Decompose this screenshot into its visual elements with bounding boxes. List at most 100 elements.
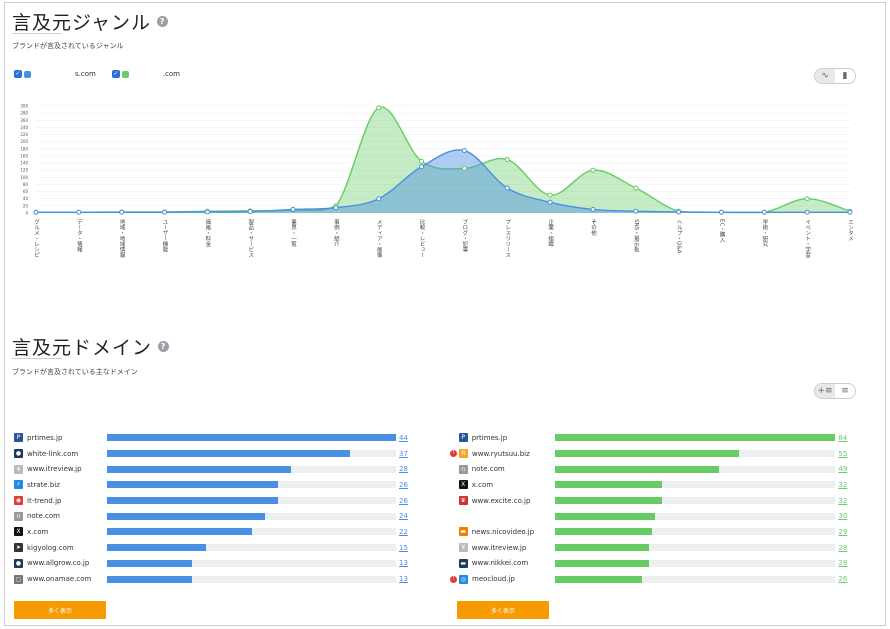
domain-name[interactable]: x.com [27, 527, 49, 536]
bar-track [107, 544, 396, 552]
onamae-icon: ◻ [14, 574, 23, 584]
domain-count-link[interactable]: 22 [399, 527, 408, 536]
domain-subtitle: ブランドが言及されている主なドメイン [12, 368, 138, 376]
domain-name[interactable]: news.nicovideo.jp [471, 527, 535, 536]
domain-name[interactable]: www.onamae.com [27, 575, 92, 584]
bar-track [555, 450, 836, 458]
domain-count-link[interactable]: 24 [399, 512, 408, 521]
domain-name[interactable]: www.excite.co.jp [471, 496, 531, 505]
bar-track [107, 465, 396, 473]
domain-count-link[interactable]: 28 [838, 543, 848, 552]
bar-track [107, 434, 396, 442]
x-tick-label: データ・情報 [76, 218, 83, 254]
domain-name[interactable]: prtimes.jp [27, 433, 63, 442]
bar-track [107, 575, 396, 583]
domain-count-link[interactable]: 28 [399, 465, 408, 474]
domain-name[interactable]: www.ryutsuu.biz [472, 449, 530, 458]
data-point [504, 157, 510, 162]
domain-name[interactable]: kigyolog.com [27, 543, 74, 552]
series-line-1 [35, 149, 850, 214]
domain-count-link[interactable]: 26 [399, 496, 408, 505]
domain-count-link[interactable]: 32 [838, 480, 848, 489]
help-icon[interactable]: ? [157, 16, 169, 27]
series-area-2 [36, 107, 850, 213]
domain-name[interactable]: meocloud.jp [472, 575, 515, 584]
x-tick-label: 製品・サービス [247, 218, 254, 258]
bar-track [555, 559, 836, 567]
domain-name[interactable]: www.nikkei.com [471, 559, 529, 568]
bar-track [555, 434, 836, 442]
data-point [119, 209, 125, 215]
warn-slot: ! [450, 575, 459, 583]
data-point [247, 209, 253, 215]
more-button-right[interactable]: 多く表示 [457, 601, 549, 619]
y-tick-label: 260 [20, 118, 28, 123]
data-point [676, 209, 682, 215]
bar-track [555, 544, 836, 552]
domain-count-link[interactable]: 32 [838, 496, 848, 505]
bar-fill [555, 544, 649, 552]
domain-name[interactable]: note.com [27, 512, 60, 521]
y-tick-label: 40 [23, 196, 29, 201]
sort-list-icon[interactable]: ≡ [835, 384, 855, 398]
bar-track [107, 528, 396, 536]
bar-fill [107, 450, 351, 458]
domain-row: ♛ www.excite.co.jp 32 [450, 493, 850, 509]
more-button-left[interactable]: 多く表示 [14, 601, 106, 619]
domain-count-link[interactable]: 15 [399, 543, 408, 552]
domain-row: ● www.allgrow.co.jp 13 [14, 556, 414, 572]
domain-count-link[interactable]: 13 [399, 559, 408, 568]
domain-name[interactable]: strate.biz [27, 480, 60, 489]
domain-row: ¥ www.itreview.jp 28 [14, 461, 414, 477]
data-point [718, 209, 724, 215]
domain-name[interactable]: www.itreview.jp [27, 465, 82, 474]
domain-count-link[interactable]: 28 [838, 559, 848, 568]
data-point [461, 148, 467, 154]
domain-name[interactable]: it-trend.jp [27, 496, 62, 505]
legend-checkbox-1[interactable]: ✓ [14, 70, 22, 78]
domain-count-link[interactable]: 13 [399, 575, 408, 584]
domain-name[interactable]: x.com [471, 480, 494, 489]
domain-name[interactable]: prtimes.jp [471, 433, 508, 442]
itreview-icon: ¥ [14, 464, 23, 474]
legend-checkbox-2[interactable]: ✓ [111, 70, 120, 78]
domain-name[interactable]: note.com [471, 465, 505, 474]
domain-count-link[interactable]: 26 [838, 575, 848, 584]
y-tick-label: 100 [20, 175, 28, 180]
x-tick-label: メディア・画像 [376, 219, 383, 258]
data-point [76, 209, 82, 215]
domain-name[interactable]: www.allgrow.co.jp [27, 559, 90, 568]
domain-count-link[interactable]: 29 [838, 527, 848, 536]
data-point [162, 209, 168, 215]
y-tick-label: 240 [20, 125, 28, 130]
domain-count-link[interactable]: 44 [399, 433, 408, 442]
bar-fill [555, 559, 649, 567]
domain-count-link[interactable]: 37 [399, 449, 408, 458]
domain-count-link[interactable]: 26 [399, 480, 408, 489]
x-tick-label: 比較・レビュー [419, 218, 426, 258]
line-chart-icon[interactable]: ∿ [815, 69, 835, 83]
sort-add-icon[interactable]: +≡ [815, 384, 835, 398]
domain-count-link[interactable]: 49 [838, 465, 848, 474]
warn-slot: ! [450, 450, 459, 458]
domain-count-link[interactable]: 55 [838, 449, 848, 458]
domain-name[interactable]: white-link.com [27, 449, 79, 458]
domain-row: ● white-link.com 37 [14, 446, 414, 462]
bar-chart-icon[interactable]: ▮ [835, 69, 855, 83]
domain-name[interactable]: www.itreview.jp [471, 543, 527, 552]
bar-track [555, 575, 836, 583]
y-tick-label: 60 [23, 189, 29, 194]
domain-count-link[interactable]: 84 [838, 433, 848, 442]
x-tick-label: 価格・料金 [204, 218, 211, 247]
bar-track [555, 465, 836, 473]
x-tick-label: 学術・研究 [761, 218, 768, 248]
x-tick-label: 事例・紹介 [333, 218, 340, 247]
help-icon[interactable]: ? [158, 341, 170, 352]
strate-icon: ⚡ [14, 480, 23, 490]
data-point [847, 209, 853, 215]
data-point [204, 209, 210, 215]
domain-count-link[interactable]: 30 [838, 512, 848, 521]
